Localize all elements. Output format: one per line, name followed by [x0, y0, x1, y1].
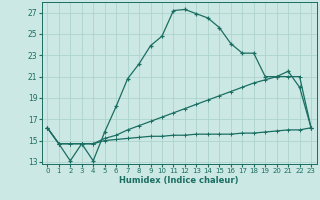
X-axis label: Humidex (Indice chaleur): Humidex (Indice chaleur): [119, 176, 239, 185]
